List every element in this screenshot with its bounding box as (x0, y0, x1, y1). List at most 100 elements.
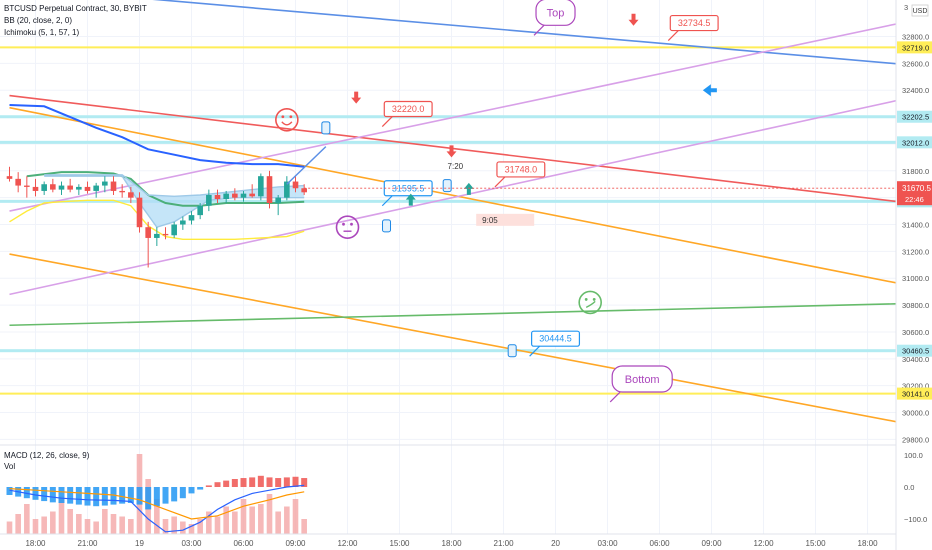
macd-histogram-bar (214, 482, 221, 487)
volume-bar (50, 511, 56, 534)
time-tick-label: 09:00 (285, 539, 306, 548)
trendline (9, 23, 896, 212)
macd-tick-label: 100.0 (904, 451, 923, 460)
macd-histogram-bar (249, 477, 256, 487)
price-level-tag-label: 30141.0 (902, 390, 929, 399)
price-tick-label: 32800.0 (902, 33, 929, 42)
volume-bar (76, 514, 82, 534)
overlay-line (26, 171, 305, 207)
macd-histogram-bar (49, 487, 56, 503)
macd-histogram-bar (23, 487, 30, 499)
price-tick-label: 31400.0 (902, 221, 929, 230)
price-tick-label: 31800.0 (902, 167, 929, 176)
callout-box (531, 330, 581, 347)
bb-legend: BB (20, close, 2, 0) (4, 16, 73, 25)
volume-bar (249, 506, 255, 534)
volume-bar (240, 499, 247, 534)
volume-bar (6, 521, 13, 534)
time-label-text: 7:20 (448, 162, 464, 171)
price-level-tag (897, 136, 932, 149)
price-tick-label: 32400.0 (902, 86, 929, 95)
callout-box (535, 0, 576, 26)
callout-pointer (667, 30, 679, 41)
macd-histogram-bar (301, 478, 308, 487)
macd-histogram-bar (153, 487, 160, 507)
price-level-tag-label: 30460.5 (902, 347, 929, 356)
callout-text: Bottom (625, 374, 660, 386)
candle (15, 178, 21, 186)
hand-pointer-icon (382, 219, 392, 233)
callout-text: 31748.0 (505, 164, 538, 174)
volume-bar (284, 506, 290, 534)
arrow-left-icon (702, 84, 717, 97)
callout-text: Top (547, 7, 565, 19)
macd-histogram-bar (275, 478, 282, 487)
macd-histogram-bar (67, 487, 74, 504)
macd-histogram-bar (32, 487, 39, 500)
callout-pointer (494, 176, 506, 188)
time-tick-label: 15:00 (389, 539, 410, 548)
callout-pointer (381, 195, 393, 207)
candle (41, 184, 47, 191)
volume-bar (24, 504, 30, 534)
time-tick-label: 18:00 (858, 539, 879, 548)
volume-bar (154, 499, 160, 534)
price-level-tag-label: 32012.0 (902, 138, 929, 147)
time-tick-label: 18:00 (442, 539, 463, 548)
candle (162, 233, 169, 236)
candle (240, 193, 247, 198)
volume-bar (15, 514, 21, 534)
callout-box (611, 365, 673, 393)
macd-histogram-bar (110, 487, 117, 505)
callout-box (669, 14, 719, 32)
macd-histogram-bar (223, 480, 230, 487)
price-level-tag-label: 32719.0 (902, 43, 929, 52)
candle (154, 233, 160, 238)
volume-bar (41, 516, 47, 534)
candle (266, 176, 273, 204)
currency-button[interactable] (911, 4, 929, 17)
time-tick-label: 12:00 (337, 539, 358, 548)
macd-pane (6, 454, 308, 534)
candle (232, 193, 238, 198)
trendline (9, 94, 896, 203)
price-level-tag (897, 110, 932, 123)
price-level-tag-label: 32202.5 (902, 113, 929, 122)
price-tick-label: 30400.0 (902, 355, 929, 364)
price-level-tag (897, 41, 932, 54)
time-label-text: 9:05 (482, 216, 498, 225)
time-label: 9:05 (476, 213, 535, 226)
time-tick-label: 03:00 (181, 539, 202, 548)
hand-pointer-icon (321, 121, 331, 135)
callout: 32220.0 (381, 100, 433, 127)
macd-histogram-bar (179, 487, 186, 499)
candle (301, 188, 307, 193)
callout: Top (533, 0, 576, 36)
time-tick-label: 19 (135, 539, 144, 548)
macd-histogram-bar (162, 487, 169, 504)
volume-bar (84, 519, 91, 534)
price-tick-label: 30800.0 (902, 301, 929, 310)
current-price-tag (897, 181, 932, 206)
macd-histogram-bar (41, 487, 48, 502)
candle (128, 192, 134, 198)
arrow-up-icon (405, 193, 416, 206)
macd-histogram-bar (197, 487, 204, 490)
callout-text: 32734.5 (678, 18, 711, 28)
macd-histogram-bar (84, 487, 91, 506)
volume-bar (301, 519, 307, 534)
volume-bar (128, 519, 134, 534)
time-tick-label: 20 (551, 539, 560, 548)
volume-bar (266, 494, 273, 534)
macd-histogram-bar (93, 487, 100, 507)
callout-pointer (529, 345, 541, 357)
level-band (0, 349, 896, 353)
price-tick-label: 31000.0 (902, 274, 929, 283)
trendline (152, 0, 896, 65)
callout: 32734.5 (667, 14, 719, 41)
macd-tick-label: −100.0 (904, 515, 927, 524)
volume-bar (58, 496, 65, 534)
callout-box (383, 100, 433, 118)
arrow-down-icon (351, 91, 362, 104)
